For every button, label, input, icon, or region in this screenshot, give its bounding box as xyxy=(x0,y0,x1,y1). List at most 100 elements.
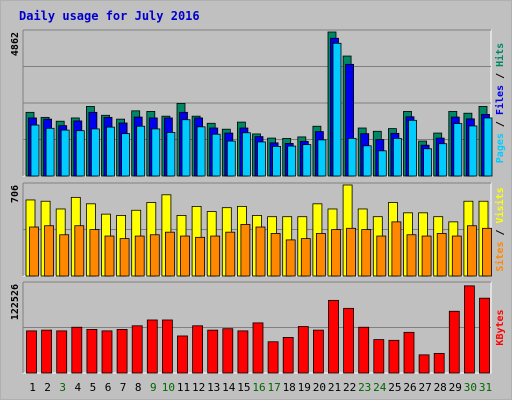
bar-pages-4 xyxy=(75,130,85,177)
day-label-10: 10 xyxy=(162,381,175,394)
bar-pages-1 xyxy=(30,124,40,177)
bar-sites-1 xyxy=(29,226,39,277)
day-label-14: 14 xyxy=(222,381,236,394)
day-label-27: 27 xyxy=(418,381,431,394)
day-label-24: 24 xyxy=(373,381,387,394)
day-label-22: 22 xyxy=(343,381,356,394)
bar-pages-18 xyxy=(287,145,297,177)
bar-sites-2 xyxy=(44,225,54,277)
bar-pages-23 xyxy=(362,145,372,177)
day-label-2: 2 xyxy=(44,381,51,394)
ymax-label-kbytes: 122526 xyxy=(10,284,21,320)
day-label-16: 16 xyxy=(252,381,265,394)
bar-sites-6 xyxy=(104,235,115,277)
bar-sites-4 xyxy=(74,225,85,277)
day-label-8: 8 xyxy=(135,381,142,394)
bar-kbytes-8 xyxy=(131,325,143,374)
bar-kbytes-17 xyxy=(267,341,279,374)
legend-hits-files-pages-pages: Pages xyxy=(495,133,506,163)
bar-sites-11 xyxy=(180,235,190,277)
bar-pages-21 xyxy=(332,42,342,177)
day-label-12: 12 xyxy=(192,381,205,394)
bar-kbytes-23 xyxy=(358,326,370,374)
bar-kbytes-18 xyxy=(282,337,294,374)
bar-kbytes-15 xyxy=(237,330,249,374)
bar-pages-28 xyxy=(438,143,448,177)
bar-kbytes-20 xyxy=(312,329,324,374)
bar-sites-3 xyxy=(59,234,70,277)
bar-sites-8 xyxy=(134,235,145,277)
bar-sites-30 xyxy=(466,225,477,277)
bar-pages-3 xyxy=(60,129,70,177)
day-label-28: 28 xyxy=(434,381,447,394)
bar-sites-9 xyxy=(149,234,160,277)
day-label-26: 26 xyxy=(403,381,416,394)
legend-hits-files-pages-files: Files xyxy=(494,85,506,115)
day-label-7: 7 xyxy=(120,381,127,394)
bar-sites-12 xyxy=(195,236,206,277)
bar-sites-29 xyxy=(451,235,462,277)
legend-visits-sites-separator-1: / xyxy=(495,223,506,241)
bar-sites-18 xyxy=(285,239,296,277)
bar-kbytes-5 xyxy=(86,329,98,374)
legend-visits-sites-visits: Visits xyxy=(494,187,506,223)
bar-sites-20 xyxy=(315,233,326,277)
bar-pages-8 xyxy=(136,125,146,177)
bar-kbytes-7 xyxy=(116,329,128,374)
bar-kbytes-4 xyxy=(71,326,83,374)
bar-kbytes-21 xyxy=(328,299,339,374)
bar-pages-20 xyxy=(317,139,327,177)
bar-kbytes-2 xyxy=(41,329,52,374)
bar-pages-15 xyxy=(241,132,251,177)
bar-pages-13 xyxy=(211,133,221,177)
bar-kbytes-3 xyxy=(56,330,68,374)
day-label-9: 9 xyxy=(150,381,157,394)
day-label-15: 15 xyxy=(237,381,250,394)
legend-visits-sites: Sites / Visits xyxy=(494,187,506,271)
bar-sites-10 xyxy=(164,231,175,277)
chart-title: Daily usage for July 2016 xyxy=(19,9,200,23)
bar-sites-31 xyxy=(482,227,492,277)
bar-sites-26 xyxy=(406,234,417,277)
day-label-23: 23 xyxy=(358,381,371,394)
day-label-31: 31 xyxy=(479,381,492,394)
bar-pages-7 xyxy=(121,133,130,177)
day-label-29: 29 xyxy=(449,381,462,394)
day-label-5: 5 xyxy=(90,381,97,394)
bar-kbytes-9 xyxy=(146,319,158,374)
bar-kbytes-12 xyxy=(192,325,204,374)
bar-pages-6 xyxy=(106,126,115,177)
bar-sites-21 xyxy=(331,229,341,277)
bar-sites-19 xyxy=(300,238,311,277)
bar-pages-30 xyxy=(468,125,478,177)
bar-pages-29 xyxy=(453,123,463,177)
bar-sites-17 xyxy=(270,233,281,277)
bar-kbytes-29 xyxy=(448,310,460,374)
day-label-3: 3 xyxy=(59,381,66,394)
bar-kbytes-25 xyxy=(388,339,400,374)
ymax-label-visits: 706 xyxy=(10,185,21,203)
legend-visits-sites-sites: Sites xyxy=(494,242,506,272)
bar-pages-5 xyxy=(91,128,100,177)
bar-sites-22 xyxy=(346,227,357,277)
bar-pages-19 xyxy=(302,144,312,177)
bar-kbytes-26 xyxy=(403,331,415,374)
bar-kbytes-13 xyxy=(207,329,219,374)
bar-kbytes-16 xyxy=(252,322,264,374)
bar-kbytes-1 xyxy=(26,330,37,374)
bar-pages-16 xyxy=(257,141,266,177)
day-label-17: 17 xyxy=(267,381,280,394)
bar-sites-25 xyxy=(391,221,402,277)
bar-sites-27 xyxy=(421,235,432,277)
bar-sites-13 xyxy=(210,235,221,277)
bar-kbytes-14 xyxy=(222,328,234,374)
day-label-19: 19 xyxy=(298,381,311,394)
day-label-6: 6 xyxy=(105,381,112,394)
bar-sites-15 xyxy=(240,224,251,277)
bar-kbytes-6 xyxy=(101,330,113,374)
bar-pages-11 xyxy=(181,119,191,177)
legend-hits-files-pages-separator-1: / xyxy=(495,115,506,133)
bar-kbytes-30 xyxy=(463,285,475,374)
bar-kbytes-31 xyxy=(479,297,490,374)
